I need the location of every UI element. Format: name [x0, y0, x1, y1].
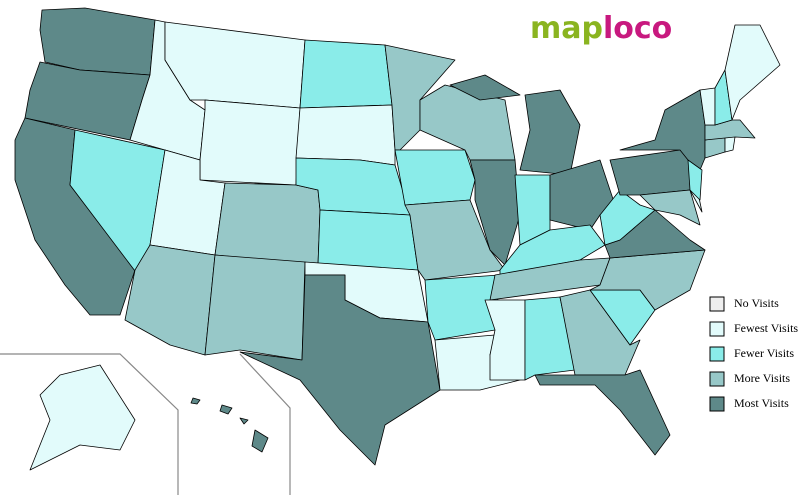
- legend-swatch: [709, 321, 725, 337]
- state: [609, 149, 691, 196]
- state: [394, 149, 476, 206]
- state: [384, 44, 456, 151]
- legend-label: Fewer Visits: [734, 346, 794, 360]
- state: [724, 136, 736, 153]
- state: [295, 104, 396, 166]
- state: [29, 364, 136, 471]
- legend-swatch: [709, 396, 725, 412]
- state: [190, 397, 201, 405]
- state: [704, 136, 726, 159]
- state: [724, 24, 781, 121]
- state: [404, 199, 506, 281]
- legend-label: More Visits: [734, 371, 790, 385]
- state: [219, 404, 233, 415]
- state: [424, 274, 501, 341]
- state: [519, 89, 581, 176]
- states: [14, 7, 781, 471]
- logo-right: loco: [603, 11, 672, 46]
- state: [214, 182, 321, 266]
- state: [534, 369, 671, 456]
- legend-swatch: [709, 346, 725, 362]
- state: [317, 209, 419, 271]
- state: [687, 159, 703, 201]
- state: [199, 99, 301, 186]
- legend-label: No Visits: [734, 296, 779, 310]
- state: [639, 189, 701, 226]
- state: [449, 74, 521, 101]
- state: [239, 274, 441, 466]
- state: [514, 174, 551, 246]
- logo-left: map: [530, 11, 603, 46]
- state: [524, 296, 576, 381]
- state: [299, 39, 393, 109]
- state: [251, 429, 269, 453]
- state: [239, 417, 249, 425]
- legend-swatch: [709, 296, 725, 312]
- inset-border: [0, 353, 179, 495]
- legend-label: Fewest Visits: [734, 321, 798, 335]
- legend-label: Most Visits: [734, 396, 789, 410]
- inset-border: [239, 353, 291, 495]
- state: [469, 159, 521, 266]
- state: [204, 254, 306, 361]
- state: [39, 7, 156, 76]
- legend: No Visits Fewest Visits Fewer Visits More V…: [709, 296, 798, 412]
- legend-swatch: [709, 371, 725, 387]
- logo: maploco: [530, 11, 672, 46]
